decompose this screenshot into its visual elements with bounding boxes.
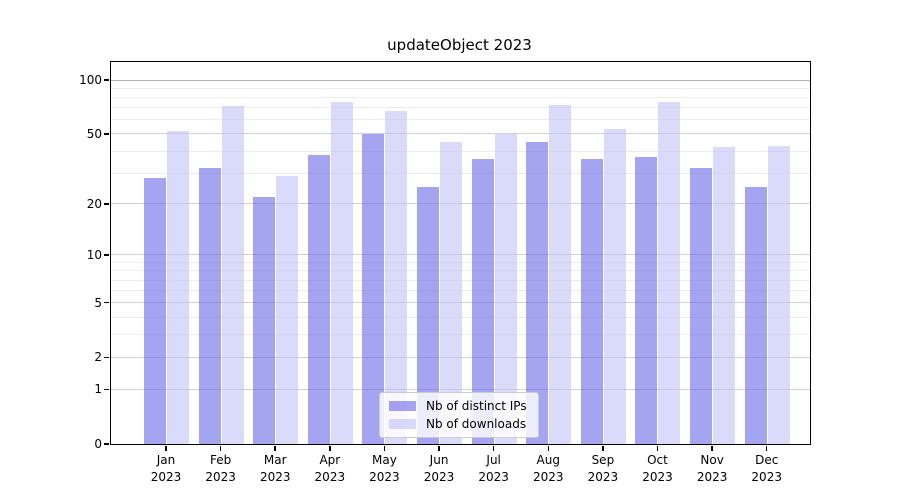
legend-item-distinct-ips: Nb of distinct IPs	[389, 398, 527, 414]
y-tick	[104, 301, 109, 304]
y-tick-label: 1	[94, 382, 102, 397]
y-tick	[104, 388, 109, 391]
bar-distinct-ips-sep	[580, 159, 603, 444]
bar-distinct-ips-mar	[253, 196, 276, 444]
bar-downloads-mar	[276, 175, 299, 444]
y-tick-label: 20	[86, 196, 102, 211]
x-tick-label: Apr 2023	[314, 453, 346, 484]
y-tick	[104, 203, 109, 205]
y-gridline-minor	[111, 107, 810, 109]
y-gridline-major	[111, 79, 810, 81]
legend: Nb of distinct IPs Nb of downloads	[379, 392, 539, 438]
x-tick-label: Jan 2023	[150, 453, 182, 484]
x-tick	[656, 446, 659, 451]
bar-downloads-aug	[549, 104, 572, 444]
bar-downloads-sep	[603, 129, 626, 444]
bar-distinct-ips-aug	[526, 142, 549, 444]
y-tick	[104, 443, 109, 445]
bar-downloads-may	[385, 111, 408, 444]
y-tick-label: 10	[86, 247, 102, 262]
x-tick-label: Jul 2023	[478, 453, 509, 484]
y-tick-label: 2	[94, 350, 102, 365]
legend-item-downloads: Nb of downloads	[389, 416, 527, 432]
x-tick-label: Mar 2023	[259, 453, 291, 484]
bar-downloads-feb	[221, 105, 244, 444]
x-tick-label: Feb 2023	[205, 453, 236, 484]
bar-distinct-ips-jul	[471, 159, 494, 444]
x-tick-label: Aug 2023	[532, 453, 564, 484]
x-tick-label: May 2023	[369, 453, 400, 484]
x-tick-label: Dec 2023	[751, 453, 782, 484]
y-gridline-major	[111, 133, 810, 135]
x-tick	[547, 446, 550, 451]
x-tick	[711, 446, 713, 451]
x-tick-label: Oct 2023	[642, 453, 673, 484]
y-tick	[104, 133, 109, 135]
y-tick-label: 5	[94, 295, 102, 310]
legend-label-downloads: Nb of downloads	[426, 417, 527, 431]
y-gridline-minor	[111, 87, 810, 89]
bar-distinct-ips-nov	[690, 168, 713, 444]
y-gridline-minor	[111, 96, 810, 98]
bar-downloads-dec	[767, 145, 790, 444]
x-tick	[219, 446, 222, 451]
x-tick	[383, 446, 386, 451]
bar-distinct-ips-jan	[144, 178, 166, 444]
bar-distinct-ips-may	[362, 133, 385, 444]
bar-downloads-jan	[167, 130, 189, 444]
x-tick	[274, 446, 276, 451]
bar-distinct-ips-apr	[307, 155, 330, 444]
y-tick-label: 100	[79, 73, 102, 88]
chart-title: updateObject 2023	[387, 36, 532, 54]
x-tick-label: Nov 2023	[696, 453, 728, 484]
bar-downloads-nov	[713, 147, 736, 444]
x-tick	[329, 446, 331, 451]
bar-downloads-jun	[440, 142, 463, 444]
y-tick-label: 0	[94, 437, 102, 451]
y-tick-label: 50	[86, 126, 102, 141]
x-tick	[438, 446, 440, 451]
legend-swatch-distinct-ips	[389, 401, 416, 411]
bar-downloads-apr	[330, 102, 353, 444]
bar-distinct-ips-feb	[198, 168, 221, 444]
legend-swatch-downloads	[389, 419, 416, 429]
bar-distinct-ips-jun	[417, 187, 440, 444]
x-tick	[165, 446, 167, 451]
y-tick	[104, 254, 109, 256]
legend-label-distinct-ips: Nb of distinct IPs	[426, 399, 527, 413]
y-tick	[104, 356, 109, 359]
x-tick-label: Sep 2023	[587, 453, 619, 484]
bar-downloads-oct	[658, 102, 681, 444]
plot-area: Nb of distinct IPs Nb of downloads 0 1 2 5 1…	[79, 61, 811, 484]
x-tick	[602, 446, 604, 451]
bar-distinct-ips-oct	[635, 157, 658, 444]
bar-downloads-jul	[494, 133, 517, 444]
y-gridline-minor	[111, 119, 810, 121]
bar-distinct-ips-dec	[744, 187, 767, 444]
x-tick-label: Jun 2023	[423, 453, 455, 484]
y-tick	[104, 79, 109, 81]
x-tick	[765, 446, 768, 451]
x-tick	[492, 446, 495, 451]
